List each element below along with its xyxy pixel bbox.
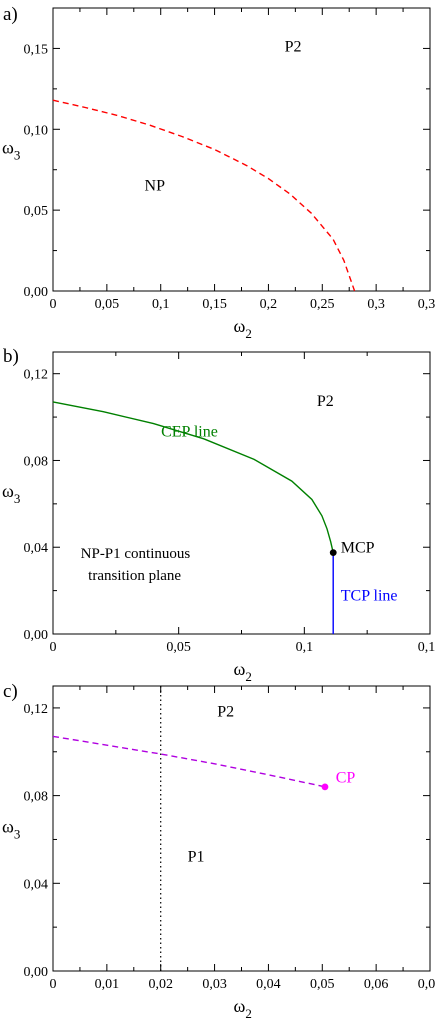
x-tick-label: 0,1 [296, 640, 314, 655]
x-tick-label: 0,02 [148, 977, 173, 992]
plot-frame [52, 7, 431, 292]
x-tick-label: 0,06 [364, 977, 389, 992]
y-axis-label: ω3 [2, 481, 20, 506]
x-tick-label: 0,2 [260, 297, 278, 312]
annotation: CP [336, 769, 356, 786]
annotation: P2 [217, 704, 234, 721]
x-tick-label: 0,25 [310, 297, 335, 312]
x-tick-label: 0,15 [418, 640, 436, 655]
x-tick-label: 0,03 [202, 977, 227, 992]
y-tick-label: 0,15 [24, 42, 49, 57]
panel-label: b) [3, 346, 19, 367]
annotation: MCP [341, 540, 375, 557]
annotation: NP [145, 178, 166, 195]
annotation: transition plane [88, 568, 181, 584]
x-axis-label: ω2 [234, 316, 252, 341]
series-line-0 [52, 401, 334, 553]
y-tick-label: 0,00 [24, 965, 49, 980]
data-point-0 [321, 783, 329, 791]
y-tick-label: 0,00 [24, 285, 49, 300]
y-tick-label: 0,10 [24, 123, 49, 138]
x-tick-label: 0,15 [202, 297, 227, 312]
x-axis-label: ω2 [234, 996, 252, 1021]
y-axis-label: ω3 [2, 817, 20, 842]
panel-label: a) [3, 4, 18, 25]
x-tick-label: 0,01 [95, 977, 120, 992]
panel-label: c) [3, 681, 18, 702]
y-tick-label: 0,00 [24, 628, 49, 643]
x-tick-label: 0,04 [256, 977, 281, 992]
x-tick-label: 0,1 [152, 297, 170, 312]
series-line-0 [52, 99, 356, 292]
annotation: CEP line [161, 424, 218, 441]
y-tick-label: 0,12 [24, 368, 49, 383]
y-tick-label: 0,08 [24, 790, 49, 805]
y-axis-label: ω3 [2, 138, 20, 163]
annotation: P2 [317, 393, 334, 410]
annotation: TCP line [341, 587, 398, 604]
x-tick-label: 0 [50, 977, 57, 992]
y-tick-label: 0,05 [24, 204, 49, 219]
x-tick-label: 0,05 [166, 640, 191, 655]
annotation: P1 [188, 848, 205, 865]
plot-frame [52, 685, 431, 972]
x-tick-label: 0 [50, 640, 57, 655]
x-tick-label: 0,07 [418, 977, 436, 992]
x-tick-label: 0,35 [418, 297, 436, 312]
panel-b: 0 0,05 0,1 0,15 0,00 0,04 0,08 0,12 P2 CEP line MC… [2, 346, 436, 684]
series-line-0 [52, 735, 326, 788]
x-tick-label: 0,3 [367, 297, 385, 312]
panel-a: 0 0,05 0,1 0,15 0,2 0,25 0,3 0,35 0,00 0,05 0,10 0,… [2, 4, 436, 341]
annotation: P2 [285, 39, 302, 56]
x-tick-label: 0,05 [95, 297, 120, 312]
y-tick-label: 0,04 [24, 541, 49, 556]
y-tick-label: 0,08 [24, 454, 49, 469]
panel-c: 0 0,01 0,02 0,03 0,04 0,05 0,06 0,07 0,00 0,04 0,0… [2, 681, 436, 1021]
y-tick-label: 0,04 [24, 877, 49, 892]
x-tick-label: 0,05 [310, 977, 335, 992]
annotation: NP-P1 continuous [81, 546, 191, 562]
data-point-0 [329, 549, 337, 557]
y-tick-label: 0,12 [24, 702, 49, 717]
x-tick-label: 0 [50, 297, 57, 312]
x-axis-label: ω2 [234, 659, 252, 684]
